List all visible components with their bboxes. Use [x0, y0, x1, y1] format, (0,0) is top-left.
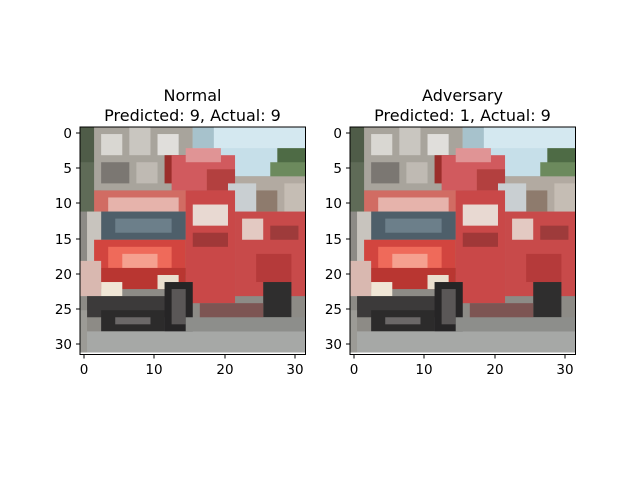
y-tick-label: 15	[325, 232, 342, 248]
panel-title-line2: Predicted: 9, Actual: 9	[104, 106, 281, 125]
y-tick-label: 30	[325, 337, 342, 353]
y-tick-label: 25	[325, 302, 342, 318]
y-tick-label: 5	[333, 161, 342, 177]
panel-normal: Normal Predicted: 9, Actual: 9 0 5 10 15…	[55, 86, 306, 378]
y-tick-label: 10	[325, 196, 342, 212]
x-axis: 0 10 20 30	[80, 354, 304, 378]
axes-frame	[79, 126, 306, 355]
panel-title-line1: Normal	[164, 86, 222, 105]
x-tick-label: 30	[286, 362, 303, 378]
y-tick-label: 30	[55, 337, 72, 353]
panel-title-line1: Adversary	[422, 86, 503, 105]
x-tick-label: 20	[486, 362, 503, 378]
panel-title-line2: Predicted: 1, Actual: 9	[374, 106, 551, 125]
y-tick-label: 15	[55, 232, 72, 248]
x-axis: 0 10 20 30	[350, 354, 574, 378]
x-tick-label: 20	[216, 362, 233, 378]
x-tick-label: 0	[80, 362, 89, 378]
image-adversary	[350, 127, 576, 353]
y-axis: 0 5 10 15 20 25 30	[55, 126, 80, 353]
axes-frame	[349, 126, 576, 355]
panel-adversary: Adversary Predicted: 1, Actual: 9 0 5 10…	[325, 86, 576, 378]
x-tick-label: 30	[556, 362, 573, 378]
x-tick-label: 0	[350, 362, 359, 378]
y-tick-label: 5	[63, 161, 72, 177]
y-tick-label: 0	[63, 126, 72, 142]
image-normal	[80, 127, 306, 353]
x-tick-label: 10	[415, 362, 432, 378]
y-tick-label: 20	[55, 267, 72, 283]
y-tick-label: 0	[333, 126, 342, 142]
y-tick-label: 10	[55, 196, 72, 212]
y-axis: 0 5 10 15 20 25 30	[325, 126, 350, 353]
x-tick-label: 10	[145, 362, 162, 378]
y-tick-label: 25	[55, 302, 72, 318]
y-tick-label: 20	[325, 267, 342, 283]
